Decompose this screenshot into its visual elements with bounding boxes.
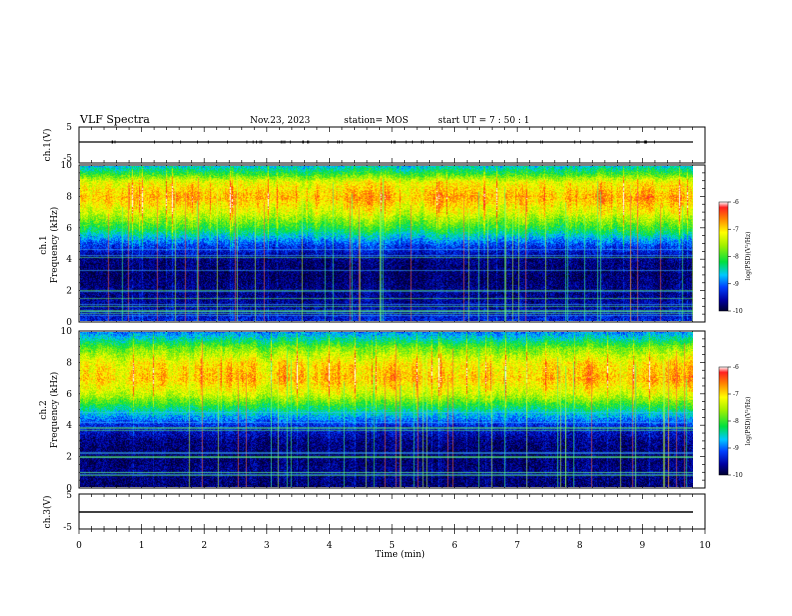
colorbar-tick-label: -6 xyxy=(733,364,739,371)
freq-tick-label: 0 xyxy=(66,318,72,328)
ch2-colorbar-gradient xyxy=(718,366,729,476)
freq-tick-label: 10 xyxy=(61,327,73,337)
colorbar-tick-label: -8 xyxy=(733,418,739,425)
time-axis: 0 1 2 3 4 5 6 7 8 9 10 xyxy=(76,127,711,551)
ch1-waveform-ylabel: ch.1(V) xyxy=(42,129,53,162)
colorbar-tick-label: -8 xyxy=(733,254,739,261)
freq-tick-label: 0 xyxy=(66,484,72,494)
freq-tick-label: 4 xyxy=(66,255,72,265)
ch1-waveform-frame xyxy=(78,126,706,164)
time-tick-label: 1 xyxy=(139,541,145,551)
colorbar-tick-label: -6 xyxy=(733,199,739,206)
ch3-waveform-ylabel: ch.3(V) xyxy=(42,496,53,529)
ch1-frequency-label: Frequency (kHz) xyxy=(49,207,60,284)
ch2-spectrogram-image xyxy=(80,332,693,487)
time-tick-label: 3 xyxy=(264,541,270,551)
station-label: station= MOS xyxy=(344,116,408,126)
ch2-frequency-label: Frequency (kHz) xyxy=(49,372,60,449)
colorbar-tick-label: -7 xyxy=(733,226,739,233)
colorbar-tick-label: -10 xyxy=(733,308,743,315)
time-tick-label: 6 xyxy=(452,541,458,551)
figure-title: VLF Spectra xyxy=(79,113,150,126)
freq-tick-label: 2 xyxy=(66,287,72,297)
freq-tick-label: 6 xyxy=(66,224,72,234)
colorbar-tick-label: -9 xyxy=(733,281,739,288)
time-tick-label: 0 xyxy=(76,541,82,551)
time-tick-label: 4 xyxy=(327,541,333,551)
freq-tick-label: 6 xyxy=(66,390,72,400)
ch1-colorbar-gradient xyxy=(718,201,729,312)
freq-tick-label: 8 xyxy=(66,192,72,202)
time-tick-label: 8 xyxy=(577,541,583,551)
ch1-waveform-glitches xyxy=(78,140,655,144)
time-tick-label: 9 xyxy=(640,541,646,551)
time-axis-label: Time (min) xyxy=(375,549,425,560)
time-tick-label: 10 xyxy=(699,541,711,551)
ch1-ytick-top: 5 xyxy=(66,123,72,133)
colorbar-tick-label: -10 xyxy=(733,472,743,479)
freq-tick-label: 10 xyxy=(61,161,73,171)
ch2-colorbar-ticks: -6 -7 -8 -9 -10 xyxy=(728,364,743,479)
ch1-ytick-bottom: -5 xyxy=(63,154,72,164)
time-tick-label: 5 xyxy=(389,541,395,551)
ch3-ytick-bottom: -5 xyxy=(63,523,72,533)
freq-tick-label: 2 xyxy=(66,453,72,463)
ch1-channel-label: ch.1 xyxy=(39,235,49,254)
ch1-colorbar-ticks: -6 -7 -8 -9 -10 xyxy=(728,199,743,315)
ch1-spectrogram-image xyxy=(80,166,693,321)
date-label: Nov.23, 2023 xyxy=(250,116,311,126)
freq-tick-label: 8 xyxy=(66,358,72,368)
ch2-channel-label: ch.2 xyxy=(39,400,49,419)
ch1-colorbar: -6 -7 -8 -9 -10 log(PSD)(V²/Hz) xyxy=(718,199,752,315)
ch2-colorbar: -6 -7 -8 -9 -10 log(PSD)(V²/Hz) xyxy=(718,364,752,479)
ch2-colorbar-label: log(PSD)(V²/Hz) xyxy=(745,397,752,446)
colorbar-tick-label: -7 xyxy=(733,391,739,398)
ch3-ytick-top: 5 xyxy=(66,491,72,501)
time-tick-label: 2 xyxy=(201,541,207,551)
start-time-label: start UT = 7 : 50 : 1 xyxy=(438,116,530,126)
freq-tick-label: 4 xyxy=(66,421,72,431)
time-tick-label: 7 xyxy=(514,541,520,551)
ch1-colorbar-label: log(PSD)(V²/Hz) xyxy=(745,232,752,281)
colorbar-tick-label: -9 xyxy=(733,445,739,452)
